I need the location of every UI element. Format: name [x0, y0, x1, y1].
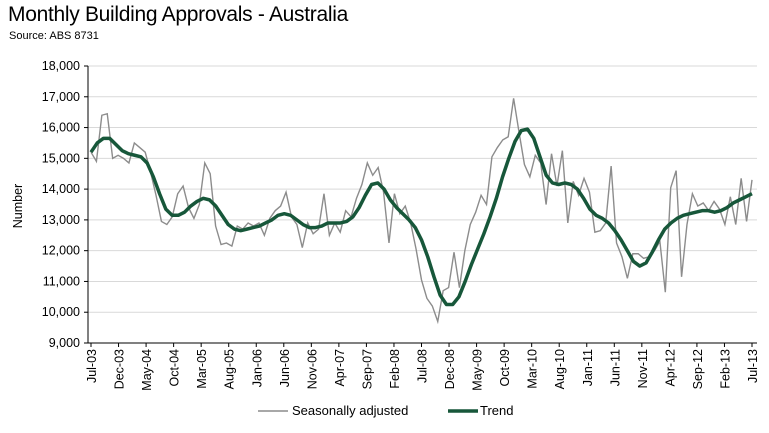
x-tick-label: Apr-12 — [663, 349, 677, 387]
series-line-trend — [89, 127, 753, 307]
x-tick-label: Dec-08 — [443, 349, 457, 389]
x-tick-label: Feb-08 — [388, 349, 402, 389]
x-tick-label: Jul-13 — [746, 349, 760, 383]
x-tick-label: Jun-06 — [278, 349, 292, 387]
legend-label-trend: Trend — [480, 403, 513, 418]
y-axis-label: Number — [11, 184, 25, 228]
y-tick-label: 15,000 — [42, 151, 80, 165]
x-tick-label: Jan-11 — [581, 349, 595, 386]
x-tick-label: Sep-12 — [691, 349, 705, 389]
y-tick-label: 13,000 — [42, 213, 80, 227]
x-tick-label: Mar-05 — [195, 349, 209, 389]
x-tick-label: May-04 — [140, 349, 154, 391]
x-tick-label: Oct-09 — [498, 349, 512, 387]
x-tick-label: Jul-08 — [416, 349, 430, 383]
x-tick-label: Feb-13 — [718, 349, 732, 389]
legend-label-seasonally-adjusted: Seasonally adjusted — [292, 403, 408, 418]
y-tick-label: 14,000 — [42, 182, 80, 196]
chart-title: Monthly Building Approvals - Australia — [8, 3, 348, 26]
x-tick-label: Nov-11 — [636, 349, 650, 388]
y-tick-label: 18,000 — [42, 59, 80, 73]
x-tick-label: Sep-07 — [360, 349, 374, 389]
x-tick-label: Jul-03 — [85, 349, 99, 383]
x-tick-label: Aug-10 — [553, 349, 567, 389]
x-tick-label: Aug-05 — [223, 349, 237, 389]
x-tick-label: Apr-07 — [333, 349, 347, 387]
y-tick-label: 9,000 — [49, 336, 80, 350]
x-tick-label: Dec-03 — [113, 349, 127, 389]
y-tick-label: 17,000 — [42, 90, 80, 104]
x-tick-label: Jan-06 — [250, 349, 264, 387]
y-tick-label: 11,000 — [43, 274, 80, 288]
x-tick-label: Nov-06 — [305, 349, 319, 389]
x-tick-label: Oct-04 — [168, 349, 182, 387]
y-tick-label: 16,000 — [42, 121, 80, 135]
y-tick-label: 10,000 — [42, 305, 80, 319]
x-tick-label: May-09 — [471, 349, 485, 391]
x-tick-label: Mar-10 — [526, 349, 540, 389]
y-tick-label: 12,000 — [42, 244, 80, 258]
series-line-seasonally-adjusted — [90, 98, 753, 325]
chart-subtitle: Source: ABS 8731 — [9, 30, 99, 42]
legend: Seasonally adjusted Trend — [258, 403, 513, 418]
x-tick-label: Jun-11 — [608, 349, 622, 386]
